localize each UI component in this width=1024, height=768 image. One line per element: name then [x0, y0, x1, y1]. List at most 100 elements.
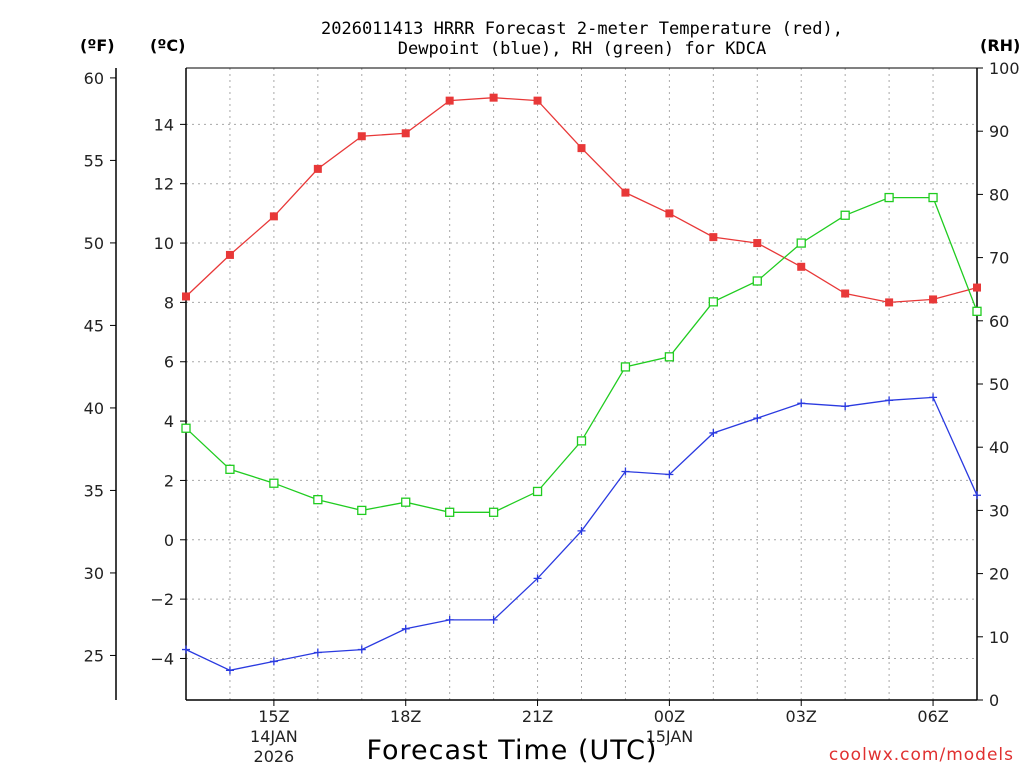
credit-label: coolwx.com/models [829, 745, 1014, 765]
rh-tick-label: 30 [989, 501, 1009, 520]
dewpoint-point [929, 393, 938, 402]
temperature-point [753, 239, 762, 248]
dewpoint-point [885, 396, 894, 405]
rh-point [445, 507, 455, 517]
dewpoint-point [313, 648, 322, 657]
dewpoint-point [665, 470, 674, 479]
rh-point [752, 276, 762, 286]
dewpoint-point [753, 414, 762, 423]
celsius-unit-label: (ºC) [150, 36, 185, 55]
temperature-point [313, 164, 322, 173]
celsius-tick-label: −2 [150, 590, 174, 609]
rh-tick-label: 20 [989, 565, 1009, 584]
chart-title: 2026011413 HRRR Forecast 2-meter Tempera… [321, 19, 843, 59]
celsius-tick-label: 0 [164, 531, 174, 550]
rh-point [488, 507, 499, 517]
dewpoint-point [489, 615, 498, 624]
fahrenheit-tick-label: 60 [84, 69, 104, 88]
dewpoint-point [709, 428, 718, 437]
dewpoint-point [357, 645, 366, 654]
temperature-point [841, 289, 850, 298]
rh-point [401, 497, 411, 507]
temperature-point [401, 129, 410, 138]
axes: −4 −2 0 2 4 6 8 10 12 14 25 30 35 40 45 50 55 60 0 10 20 30 40… [84, 59, 1020, 766]
dewpoint-series [182, 393, 981, 675]
x-tick-label: 03Z [786, 707, 817, 726]
temperature-point [182, 292, 190, 301]
celsius-tick-label: −4 [150, 649, 174, 668]
rh-point [357, 505, 367, 516]
dewpoint-point [621, 467, 630, 476]
dewpoint-point [269, 657, 278, 666]
rh-tick-label: 50 [989, 375, 1009, 394]
x-tick-date-label: 15JAN [646, 727, 694, 746]
dewpoint-point [401, 624, 410, 633]
rh-point [972, 306, 982, 316]
temperature-point [929, 295, 938, 304]
celsius-tick-label: 14 [154, 115, 174, 134]
rh-tick-label: 40 [989, 438, 1009, 457]
fahrenheit-tick-label: 35 [84, 481, 104, 500]
rh-point [313, 495, 323, 505]
dewpoint-point [182, 645, 190, 654]
x-tick-label: 15Z [258, 707, 289, 726]
rh-point [532, 486, 543, 497]
rh-point [840, 210, 850, 220]
rh-tick-label: 90 [989, 122, 1009, 141]
celsius-tick-label: 6 [164, 353, 174, 372]
temperature-point [225, 250, 234, 259]
dewpoint-point [445, 615, 454, 624]
fahrenheit-tick-label: 50 [84, 234, 104, 253]
temperature-point [885, 298, 894, 307]
temperature-point [665, 209, 674, 218]
fahrenheit-unit-label: (ºF) [80, 36, 115, 55]
x-tick-label: 18Z [390, 707, 421, 726]
celsius-tick-label: 10 [154, 234, 174, 253]
temperature-point [973, 283, 981, 292]
rh-tick-label: 100 [989, 59, 1020, 78]
rh-tick-label: 80 [989, 185, 1009, 204]
rh-tick-label: 60 [989, 312, 1009, 331]
temperature-point [577, 144, 586, 153]
x-tick-label: 00Z [654, 707, 685, 726]
fahrenheit-tick-label: 55 [84, 151, 104, 170]
dewpoint-point [841, 402, 850, 411]
temperature-point [357, 132, 366, 141]
rh-point [620, 362, 631, 372]
rh-tick-label: 0 [989, 691, 999, 710]
rh-point [269, 478, 279, 488]
dewpoint-point [225, 666, 234, 675]
rh-point [884, 192, 894, 203]
temperature-point [269, 212, 278, 221]
chart-title-line-1: 2026011413 HRRR Forecast 2-meter Tempera… [321, 19, 843, 39]
dewpoint-point [533, 574, 542, 583]
celsius-tick-label: 4 [164, 412, 174, 431]
x-tick-date-label: 14JAN [250, 727, 298, 746]
rh-point [576, 436, 587, 446]
fahrenheit-tick-label: 40 [84, 399, 104, 418]
x-tick-date-label: 2026 [254, 747, 295, 766]
rh-tick-label: 70 [989, 249, 1009, 268]
celsius-tick-label: 2 [164, 471, 174, 490]
rh-point [181, 423, 191, 433]
rh-point [664, 352, 675, 362]
rh-point [796, 238, 806, 248]
temperature-series [182, 93, 981, 307]
dewpoint-point [797, 399, 806, 408]
rh-point [225, 464, 235, 474]
temperature-point [621, 188, 630, 197]
temperature-point [533, 96, 542, 105]
rh-tick-label: 10 [989, 628, 1009, 647]
x-tick-label: 21Z [522, 707, 553, 726]
x-axis-label: Forecast Time (UTC) [366, 735, 657, 766]
temperature-point [709, 233, 718, 242]
fahrenheit-tick-label: 45 [84, 316, 104, 335]
celsius-tick-label: 8 [164, 293, 174, 312]
rh-unit-label: (RH) [980, 36, 1020, 55]
celsius-tick-label: 12 [154, 175, 174, 194]
dewpoint-point [973, 491, 981, 500]
temperature-point [797, 262, 806, 271]
grid [185, 68, 978, 700]
rh-point [928, 192, 938, 203]
